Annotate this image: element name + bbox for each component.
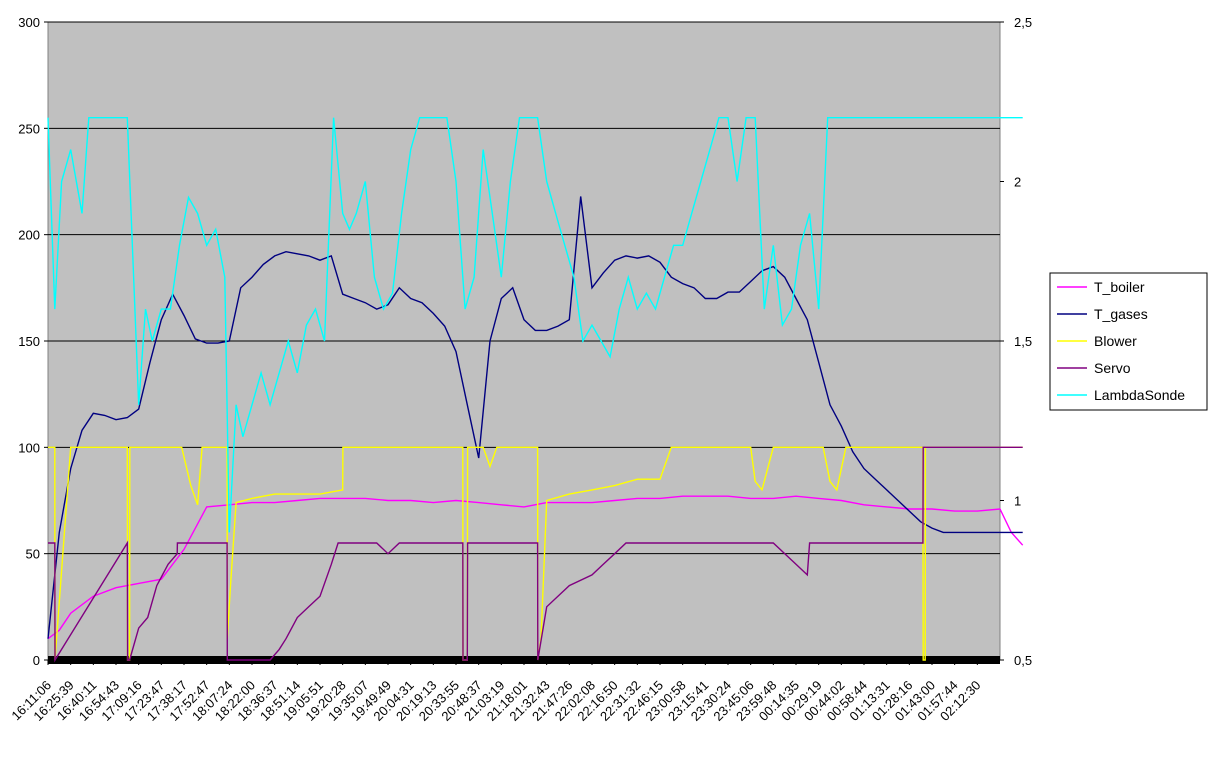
- y-tick-label: 250: [18, 121, 40, 136]
- series-line-lambdasonde: [47, 116, 1023, 533]
- legend-label: T_boiler: [1094, 279, 1145, 295]
- series-lines: [47, 116, 1024, 663]
- y-tick-label: 200: [18, 228, 40, 243]
- y-tick-label: 50: [26, 547, 40, 562]
- series-line-t_gases: [47, 196, 1023, 639]
- series-line-blower: [48, 446, 1023, 661]
- y-tick-label: 100: [18, 440, 40, 455]
- legend-label: Servo: [1094, 360, 1131, 376]
- legend-label: T_gases: [1094, 306, 1148, 322]
- x-axis: 16:11:0616:25:3916:40:1116:54:4317:09:16…: [8, 660, 983, 724]
- legend-label: Blower: [1094, 333, 1137, 349]
- series-line-t_boiler: [47, 495, 1024, 640]
- y2-tick-label: 2,5: [1014, 15, 1032, 30]
- y-tick-label: 0: [33, 653, 40, 668]
- legend: T_boiler T_gases Blower Servo LambdaSonde: [1049, 272, 1208, 411]
- y2-tick-label: 0,5: [1014, 653, 1032, 668]
- y-tick-label: 300: [18, 15, 40, 30]
- y-tick-label: 150: [18, 334, 40, 349]
- series-line-servo: [48, 446, 1023, 663]
- y-axis-right: 0,5 1 1,5 2 2,5: [1000, 15, 1032, 668]
- legend-label: LambdaSonde: [1094, 387, 1185, 403]
- y-axis-left: 0 50 100 150 200 250 300: [18, 15, 48, 668]
- y2-tick-label: 1,5: [1014, 334, 1032, 349]
- y2-tick-label: 2: [1014, 175, 1021, 190]
- y2-tick-label: 1: [1014, 494, 1021, 509]
